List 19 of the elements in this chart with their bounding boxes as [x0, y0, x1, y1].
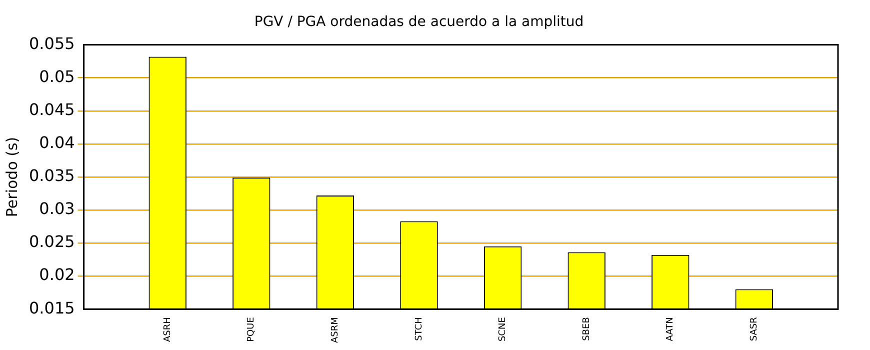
x-tick-label: SASR	[750, 317, 760, 342]
x-tick-label: STCH	[414, 317, 424, 341]
x-tick-label: PQUE	[246, 316, 257, 342]
x-tick-label: AATN	[666, 317, 676, 342]
chart-title: PGV / PGA ordenadas de acuerdo a la amplitud	[254, 14, 584, 30]
y-tick-label: 0.04	[39, 133, 75, 152]
y-tick-label: 0.025	[28, 232, 75, 252]
x-tick-label: ASRH	[162, 317, 173, 342]
x-tick-label: ASRM	[330, 317, 341, 343]
y-tick-label: 0.02	[39, 265, 75, 284]
y-tick-label: 0.05	[39, 66, 75, 86]
x-tick-label: SBEB	[582, 317, 592, 341]
y-tick-label: 0.03	[39, 199, 75, 218]
y-tick-label: 0.055	[28, 34, 75, 53]
y-tick-label: 0.035	[28, 166, 75, 186]
y-tick-label: 0.015	[28, 298, 75, 318]
y-tick-label: 0.045	[28, 100, 75, 120]
y-axis-title: Periodo (s)	[2, 136, 21, 218]
x-tick-label: SCNE	[498, 316, 508, 342]
